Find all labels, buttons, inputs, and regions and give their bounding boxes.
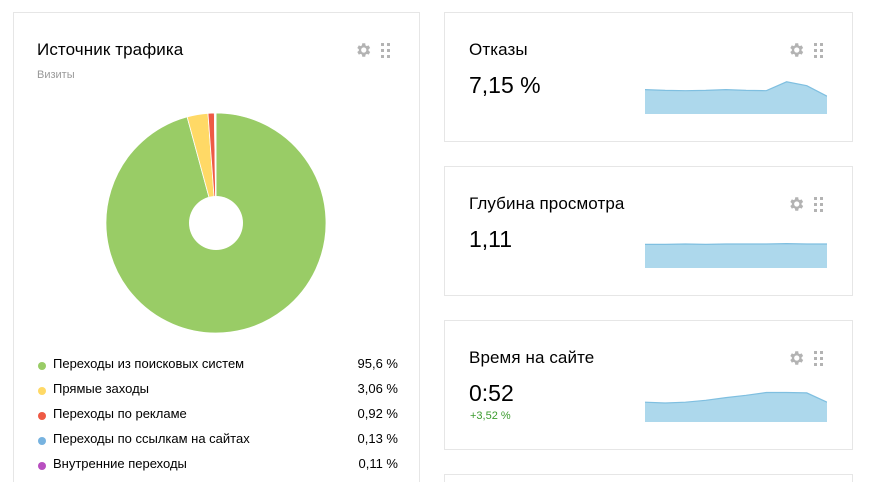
grip-icon[interactable] — [814, 350, 824, 366]
gear-icon[interactable] — [787, 41, 805, 59]
sparkline — [645, 242, 827, 268]
traffic-legend: Переходы из поисковых систем 95,6 % Прям… — [38, 356, 398, 481]
traffic-widget-subtitle: Визиты — [37, 69, 75, 81]
sparkline-area — [645, 81, 827, 114]
pie-slice[interactable] — [214, 112, 217, 224]
legend-dot-internal — [38, 462, 46, 470]
grip-icon[interactable] — [814, 42, 824, 58]
metric-tools — [787, 195, 824, 213]
gear-icon[interactable] — [354, 41, 372, 59]
legend-item[interactable]: Прямые заходы 3,06 % — [38, 381, 398, 406]
legend-label: Переходы по рекламе — [53, 406, 187, 421]
page-depth-widget: Глубина просмотра 1,11 — [444, 166, 853, 296]
metric-tools — [787, 349, 824, 367]
legend-item[interactable]: Переходы по рекламе 0,92 % — [38, 406, 398, 431]
legend-dot-direct — [38, 387, 46, 395]
traffic-widget-tools — [354, 41, 391, 59]
legend-dot-links — [38, 437, 46, 445]
metric-title: Время на сайте — [469, 348, 595, 367]
metric-value: 0:52 — [469, 380, 514, 406]
legend-value: 0,11 % — [358, 456, 398, 471]
sparkline-line — [645, 81, 827, 97]
legend-label: Переходы из поисковых систем — [53, 356, 245, 371]
legend-value: 3,06 % — [357, 381, 398, 396]
grip-icon[interactable] — [814, 196, 824, 212]
metric-title: Глубина просмотра — [469, 194, 625, 213]
traffic-widget-title: Источник трафика — [37, 40, 184, 59]
legend-value: 0,92 % — [357, 406, 398, 421]
sparkline-area — [645, 243, 827, 268]
sparkline-line — [645, 242, 827, 246]
bounce-rate-widget: Отказы 7,15 % — [444, 12, 853, 142]
grip-icon[interactable] — [381, 42, 391, 58]
traffic-source-widget: Источник трафика Визиты Переходы из поис… — [13, 12, 420, 482]
metric-tools — [787, 41, 824, 59]
legend-value: 0,13 % — [357, 431, 398, 446]
pie-hole — [189, 196, 243, 250]
legend-item[interactable]: Переходы по ссылкам на сайтах 0,13 % — [38, 431, 398, 456]
legend-item[interactable]: Переходы из поисковых систем 95,6 % — [38, 356, 398, 381]
gear-icon[interactable] — [787, 195, 805, 213]
metric-value: 1,11 — [469, 226, 513, 252]
metric-value: 7,15 % — [469, 72, 541, 98]
legend-label: Прямые заходы — [53, 381, 150, 396]
legend-value: 95,6 % — [357, 356, 398, 371]
sparkline — [645, 391, 827, 422]
legend-dot-search — [38, 362, 46, 370]
sparkline-area — [645, 392, 827, 422]
legend-item[interactable]: Внутренние переходы 0,11 % — [38, 456, 398, 481]
metric-title: Отказы — [469, 40, 528, 59]
time-on-site-widget: Время на сайте 0:52 +3,52 % — [444, 320, 853, 450]
next-widget-partial — [444, 474, 853, 482]
metric-delta: +3,52 % — [470, 410, 511, 422]
sparkline-line — [645, 391, 827, 404]
sparkline — [645, 81, 827, 114]
traffic-pie-chart — [105, 112, 327, 334]
gear-icon[interactable] — [787, 349, 805, 367]
legend-dot-ads — [38, 412, 46, 420]
legend-label: Переходы по ссылкам на сайтах — [53, 431, 250, 446]
legend-label: Внутренние переходы — [53, 456, 187, 471]
